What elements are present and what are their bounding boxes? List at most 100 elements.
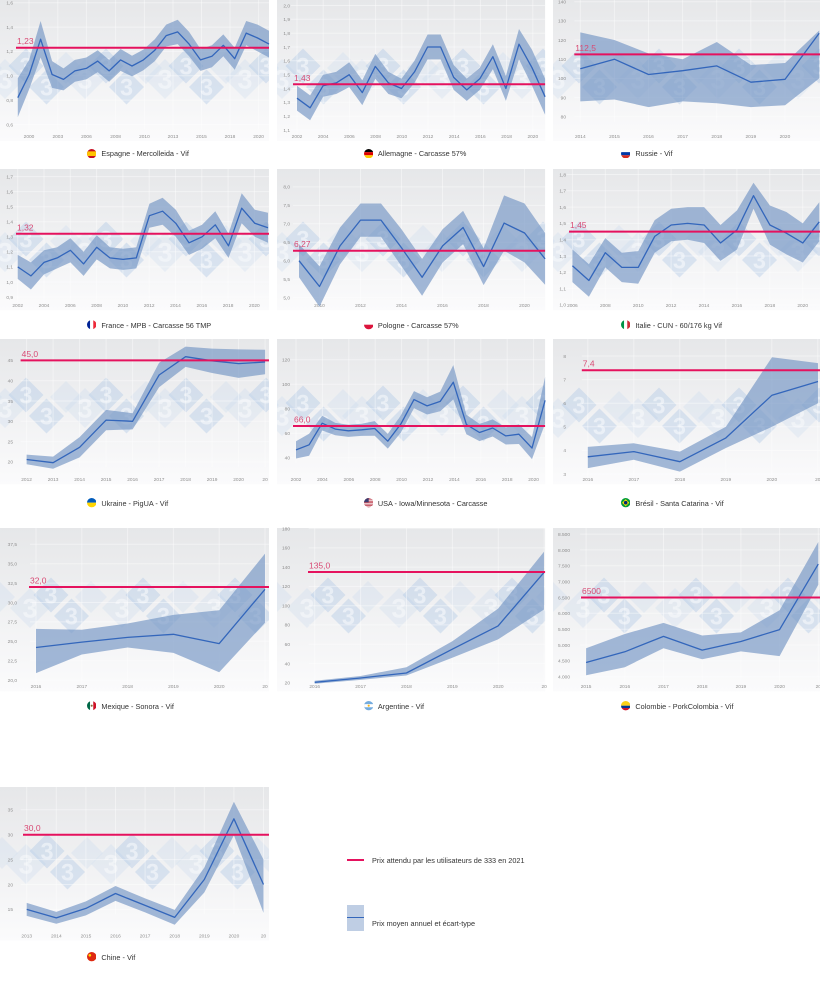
svg-text:5.500: 5.500 — [558, 627, 570, 633]
svg-text:2018: 2018 — [401, 684, 412, 690]
svg-text:100: 100 — [282, 382, 290, 388]
svg-text:6.000: 6.000 — [558, 611, 570, 617]
svg-text:5,5: 5,5 — [283, 277, 290, 283]
svg-text:2019: 2019 — [745, 134, 756, 140]
svg-text:1,7: 1,7 — [559, 188, 566, 194]
svg-text:0,9: 0,9 — [6, 295, 13, 301]
svg-text:2012: 2012 — [422, 477, 433, 483]
svg-text:2014: 2014 — [74, 477, 85, 483]
svg-text:2016: 2016 — [127, 477, 138, 483]
svg-text:2019: 2019 — [207, 477, 218, 483]
svg-text:2018: 2018 — [697, 684, 708, 690]
svg-text:7.000: 7.000 — [558, 579, 570, 585]
svg-text:3: 3 — [667, 593, 682, 623]
svg-text:2020: 2020 — [229, 933, 240, 939]
svg-text:3: 3 — [22, 593, 37, 623]
svg-text:2000: 2000 — [24, 134, 35, 140]
svg-text:35,0: 35,0 — [8, 561, 18, 567]
svg-text:2016: 2016 — [475, 477, 486, 483]
svg-text:3: 3 — [550, 65, 565, 95]
svg-text:1,23: 1,23 — [17, 36, 34, 46]
svg-text:3: 3 — [0, 393, 13, 423]
svg-text:66,0: 66,0 — [294, 414, 311, 424]
svg-text:2016: 2016 — [582, 477, 593, 483]
svg-text:2018: 2018 — [169, 933, 180, 939]
svg-text:2008: 2008 — [600, 303, 611, 309]
svg-text:2012: 2012 — [422, 134, 433, 140]
svg-text:2006: 2006 — [65, 303, 76, 309]
svg-text:2008: 2008 — [110, 134, 121, 140]
svg-text:3: 3 — [296, 390, 309, 416]
svg-text:2013: 2013 — [21, 933, 32, 939]
svg-text:112,5: 112,5 — [575, 43, 596, 53]
svg-text:3: 3 — [391, 593, 406, 623]
svg-text:32,5: 32,5 — [8, 580, 18, 586]
svg-text:2015: 2015 — [81, 933, 92, 939]
svg-text:2017: 2017 — [76, 684, 87, 690]
svg-text:2010: 2010 — [633, 303, 644, 309]
svg-text:3: 3 — [514, 401, 529, 431]
svg-text:3: 3 — [120, 76, 133, 102]
svg-text:2013: 2013 — [48, 477, 59, 483]
svg-text:3: 3 — [114, 593, 129, 623]
svg-text:2014: 2014 — [170, 303, 181, 309]
svg-text:2016: 2016 — [196, 303, 207, 309]
svg-text:3: 3 — [551, 237, 566, 267]
svg-text:2017: 2017 — [140, 933, 151, 939]
svg-text:1,5: 1,5 — [6, 204, 13, 210]
svg-text:30,0: 30,0 — [24, 823, 41, 833]
svg-text:6.500: 6.500 — [558, 595, 570, 601]
svg-text:7.500: 7.500 — [558, 563, 570, 569]
svg-text:45: 45 — [8, 358, 14, 364]
svg-text:3: 3 — [673, 413, 686, 439]
svg-text:2018: 2018 — [501, 134, 512, 140]
svg-text:20: 20 — [541, 684, 547, 690]
svg-text:2020: 2020 — [527, 134, 538, 140]
svg-text:80: 80 — [561, 115, 567, 121]
svg-text:1,0: 1,0 — [6, 74, 13, 80]
svg-text:2013: 2013 — [168, 134, 179, 140]
svg-text:3: 3 — [274, 237, 289, 267]
svg-text:2006: 2006 — [343, 477, 354, 483]
svg-text:2018: 2018 — [223, 303, 234, 309]
svg-text:3: 3 — [689, 582, 702, 608]
svg-text:2020: 2020 — [249, 303, 260, 309]
svg-text:2020: 2020 — [253, 134, 264, 140]
svg-text:2018: 2018 — [764, 303, 775, 309]
svg-text:7,5: 7,5 — [283, 203, 290, 209]
svg-text:37,5: 37,5 — [8, 542, 18, 548]
svg-text:2008: 2008 — [370, 134, 381, 140]
svg-text:1,4: 1,4 — [283, 86, 290, 92]
svg-text:0,6: 0,6 — [6, 122, 13, 128]
svg-text:1,4: 1,4 — [559, 237, 566, 243]
svg-text:2006: 2006 — [567, 303, 578, 309]
svg-text:32,0: 32,0 — [30, 575, 47, 585]
svg-text:2016: 2016 — [619, 684, 630, 690]
svg-text:4.000: 4.000 — [558, 674, 570, 680]
svg-text:1,4: 1,4 — [6, 25, 13, 31]
svg-text:2010: 2010 — [139, 134, 150, 140]
svg-text:1,0: 1,0 — [6, 280, 13, 286]
svg-text:2014: 2014 — [51, 933, 62, 939]
svg-text:20: 20 — [816, 684, 820, 690]
svg-text:4: 4 — [563, 448, 566, 454]
svg-text:3: 3 — [354, 237, 369, 267]
svg-text:2018: 2018 — [501, 477, 512, 483]
svg-text:3: 3 — [316, 860, 329, 886]
svg-text:8: 8 — [563, 353, 566, 359]
svg-text:2004: 2004 — [39, 303, 50, 309]
svg-text:60: 60 — [284, 431, 290, 437]
svg-text:2018: 2018 — [674, 477, 685, 483]
svg-text:3: 3 — [259, 55, 272, 81]
svg-text:1,7: 1,7 — [6, 174, 13, 180]
svg-text:3: 3 — [812, 392, 820, 418]
svg-text:2019: 2019 — [199, 933, 210, 939]
svg-text:6500: 6500 — [582, 586, 601, 596]
svg-text:1,43: 1,43 — [293, 73, 310, 83]
svg-text:20,0: 20,0 — [8, 677, 18, 683]
svg-text:1,6: 1,6 — [283, 59, 290, 65]
svg-text:3: 3 — [652, 392, 665, 418]
svg-text:3: 3 — [237, 237, 252, 267]
svg-text:3: 3 — [593, 413, 606, 439]
svg-text:2016: 2016 — [110, 933, 121, 939]
